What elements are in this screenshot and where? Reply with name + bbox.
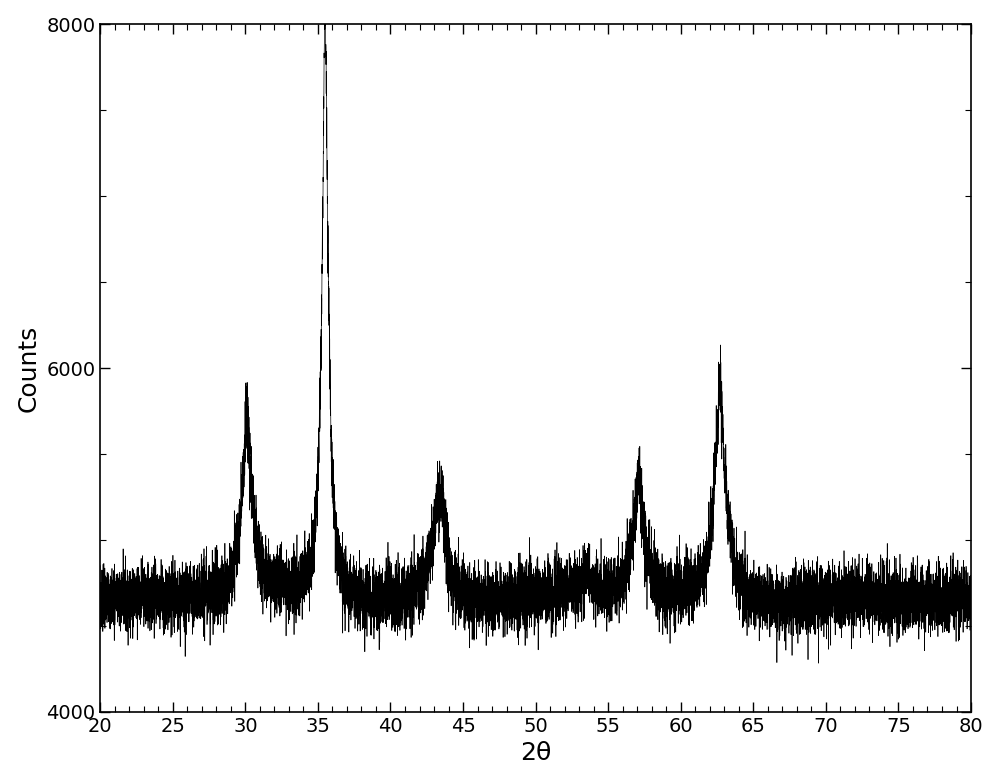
Y-axis label: Counts: Counts bbox=[17, 325, 41, 411]
X-axis label: 2θ: 2θ bbox=[520, 741, 551, 766]
